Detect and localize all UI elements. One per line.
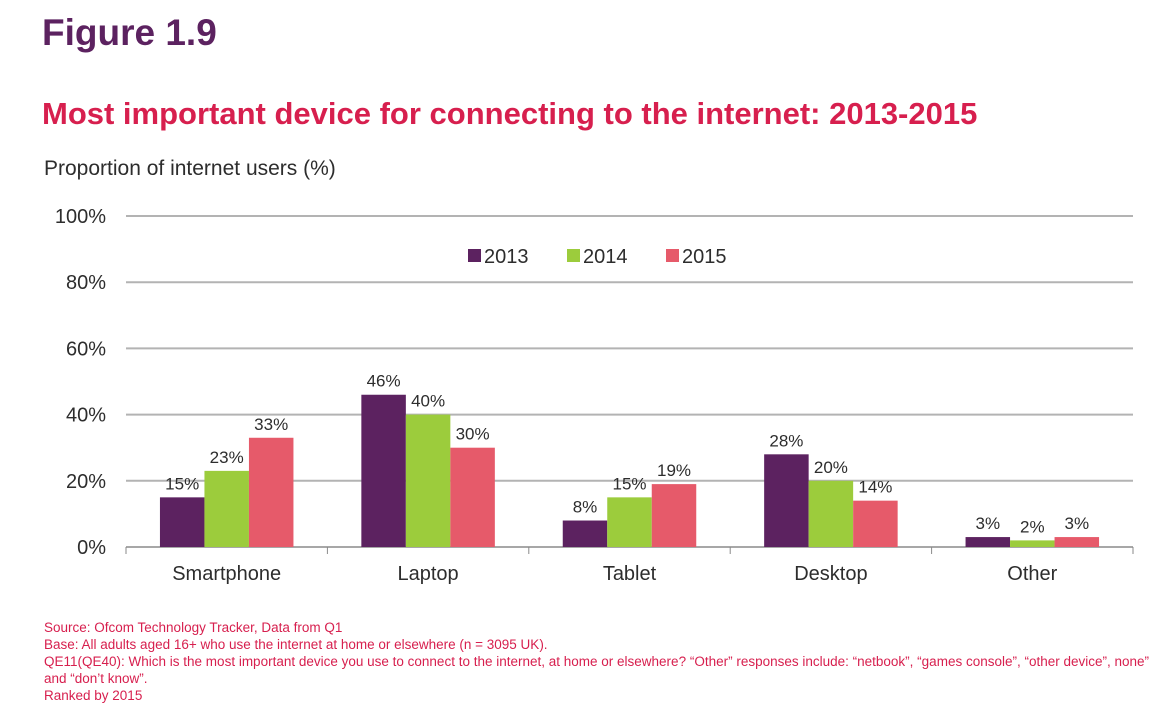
figure-label: Figure 1.9	[42, 12, 217, 53]
y-tick-label: 100%	[55, 206, 106, 228]
data-label: 28%	[769, 431, 803, 450]
bar-2013	[159, 497, 205, 547]
bar-2013	[361, 394, 406, 547]
base-note: Base: All adults aged 16+ who use the in…	[44, 637, 548, 652]
data-label: 40%	[411, 392, 445, 411]
legend-label: 2013	[484, 246, 529, 268]
data-label: 20%	[814, 458, 848, 477]
chart-title: Most important device for connecting to …	[42, 96, 978, 131]
data-label: 3%	[1065, 514, 1090, 533]
data-label: 30%	[456, 425, 490, 444]
x-tick-label: Other	[1007, 563, 1057, 585]
data-label: 14%	[858, 478, 892, 497]
source-note: Source: Ofcom Technology Tracker, Data f…	[44, 620, 343, 635]
bar-2014	[405, 414, 451, 547]
data-label: 15%	[612, 474, 646, 493]
legend-swatch-2013	[468, 249, 481, 262]
bar-2015	[651, 484, 697, 547]
bar-2015	[450, 447, 495, 547]
y-tick-label: 80%	[66, 272, 106, 294]
question-note: QE11(QE40): Which is the most important …	[44, 654, 1150, 686]
bar-2014	[808, 480, 854, 547]
data-label: 8%	[573, 498, 598, 517]
x-tick-label: Smartphone	[172, 563, 281, 585]
data-label: 19%	[657, 461, 691, 480]
y-axis-title: Proportion of internet users (%)	[44, 157, 336, 180]
x-tick-label: Laptop	[398, 563, 459, 585]
data-label: 3%	[976, 514, 1001, 533]
y-tick-label: 60%	[66, 338, 106, 360]
data-label: 2%	[1020, 517, 1045, 536]
bar-2013	[562, 520, 608, 547]
bar-2015	[248, 437, 294, 547]
data-label: 33%	[254, 415, 288, 434]
data-label: 15%	[165, 474, 199, 493]
bar-2015	[1054, 537, 1100, 547]
data-label: 23%	[210, 448, 244, 467]
x-tick-label: Desktop	[794, 563, 867, 585]
bar-2014	[607, 497, 652, 547]
chart-notes: Source: Ofcom Technology Tracker, Data f…	[44, 619, 1154, 704]
legend-swatch-2015	[666, 249, 679, 262]
legend-label: 2014	[583, 246, 628, 268]
ranked-note: Ranked by 2015	[44, 688, 143, 703]
bar-2015	[853, 500, 898, 547]
bar-2014	[204, 470, 249, 547]
bar-2013	[965, 537, 1011, 547]
bar-2013	[764, 454, 809, 547]
x-tick-label: Tablet	[603, 563, 657, 585]
legend-label: 2015	[682, 246, 727, 268]
y-tick-label: 40%	[66, 405, 106, 427]
bar-2014	[1010, 540, 1055, 547]
y-tick-label: 0%	[77, 537, 106, 559]
data-label: 46%	[367, 372, 401, 391]
legend-swatch-2014	[567, 249, 580, 262]
y-tick-label: 20%	[66, 471, 106, 493]
